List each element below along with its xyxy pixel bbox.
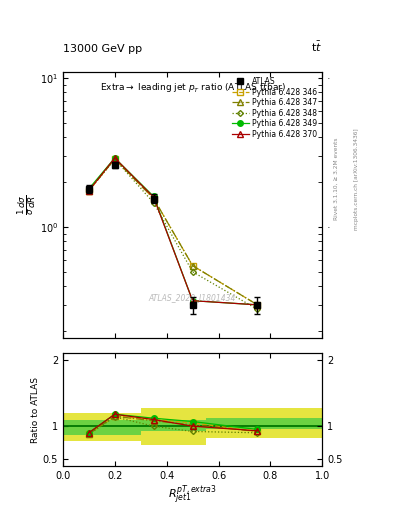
X-axis label: $R_{jet1}^{pT,extra3}$: $R_{jet1}^{pT,extra3}$: [168, 483, 217, 507]
Legend: ATLAS, Pythia 6.428 346, Pythia 6.428 347, Pythia 6.428 348, Pythia 6.428 349, P: ATLAS, Pythia 6.428 346, Pythia 6.428 34…: [230, 75, 318, 140]
Text: t$\bar{t}$: t$\bar{t}$: [311, 39, 322, 54]
Text: mcplots.cern.ch [arXiv:1306.3436]: mcplots.cern.ch [arXiv:1306.3436]: [354, 129, 359, 230]
Text: Rivet 3.1.10, ≥ 3.2M events: Rivet 3.1.10, ≥ 3.2M events: [334, 138, 339, 221]
Y-axis label: Ratio to ATLAS: Ratio to ATLAS: [31, 377, 40, 442]
Text: 13000 GeV pp: 13000 GeV pp: [63, 44, 142, 54]
Y-axis label: $\frac{1}{\sigma}\frac{d\sigma}{dR}$: $\frac{1}{\sigma}\frac{d\sigma}{dR}$: [17, 195, 38, 215]
Text: Extra$\rightarrow$ leading jet $p_T$ ratio (ATLAS t$\bar{t}$bar): Extra$\rightarrow$ leading jet $p_T$ rat…: [99, 80, 286, 95]
Text: ATLAS_2020_I1801434: ATLAS_2020_I1801434: [149, 293, 236, 303]
